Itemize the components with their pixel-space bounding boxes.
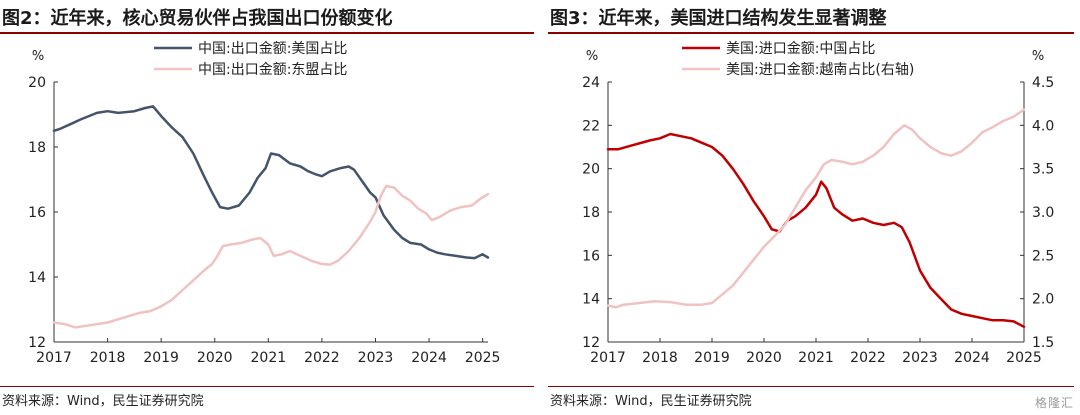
- y2-tick-label: 2.0: [1032, 292, 1054, 308]
- source-note: 资料来源：Wind，民生证券研究院: [2, 394, 204, 409]
- y-axis-unit-label: %: [586, 49, 598, 64]
- x-tick-label: 2023: [358, 350, 394, 366]
- x-tick-label: 2022: [304, 350, 340, 366]
- series-line-1: [606, 132, 1026, 329]
- source-divider: [0, 386, 534, 387]
- y-tick-label: 20: [582, 162, 600, 178]
- series-line-2: [52, 184, 490, 329]
- x-tick-label: 2019: [694, 350, 730, 366]
- y2-axis-unit-label: %: [1032, 49, 1044, 64]
- chart-panel-right: 图3：近年来，美国进口结构发生显著调整 %% 12 14 16 18 20 22 24 1.5 2…: [548, 0, 1080, 415]
- x-tick-label: 2023: [902, 350, 938, 366]
- y2-tick-label: 4.0: [1032, 118, 1054, 134]
- y-tick-label: 20: [28, 75, 46, 91]
- y-tick-label: 12: [28, 335, 46, 351]
- x-tick-label: 2025: [1006, 350, 1042, 366]
- y-tick-label: 14: [582, 292, 600, 308]
- y2-tick-label: 3.0: [1032, 205, 1054, 221]
- x-tick-label: 2021: [251, 350, 287, 366]
- x-tick-label: 2024: [411, 350, 447, 366]
- chart-title: 图2：近年来，核心贸易伙伴占我国出口份额变化: [2, 8, 393, 29]
- legend-label: 中国:出口金额:美国占比: [198, 41, 347, 57]
- chart-svg-right: % %121416182022241.52.02.53.03.54.04.5201…: [582, 41, 1054, 366]
- chart-title: 图3：近年来，美国进口结构发生显著调整: [550, 8, 887, 29]
- title-divider: [548, 32, 1074, 34]
- y-tick-label: 14: [28, 270, 46, 286]
- x-tick-label: 2022: [850, 350, 886, 366]
- legend-label: 美国:进口金额:中国占比: [726, 41, 875, 57]
- chart-svg-left: % 12 14 16 18 20 2017 2018 2019 2020 2021 2022 2023 2…: [28, 41, 501, 366]
- y2-tick-label: 4.5: [1032, 75, 1054, 91]
- x-tick-label: 2020: [746, 350, 782, 366]
- y2-tick-label: 1.5: [1032, 335, 1054, 351]
- legend-label: 中国:出口金额:东盟占比: [198, 62, 347, 78]
- chart-panel-left: 图2：近年来，核心贸易伙伴占我国出口份额变化 % 12 14 16 18 20 2017 20…: [0, 8, 534, 409]
- legend-label: 美国:进口金额:越南占比(右轴): [726, 62, 914, 78]
- x-tick-label: 2017: [590, 350, 626, 366]
- title-divider: [0, 32, 534, 34]
- y2-tick-label: 3.5: [1032, 162, 1054, 178]
- x-tick-label: 2025: [465, 350, 501, 366]
- x-tick-label: 2024: [954, 350, 990, 366]
- x-tick-label: 2017: [36, 350, 72, 366]
- y-tick-label: 18: [582, 205, 600, 221]
- x-tick-label: 2020: [197, 350, 233, 366]
- watermark-logo: 格隆汇: [1034, 396, 1074, 410]
- y-tick-label: 18: [28, 140, 46, 156]
- x-tick-label: 2018: [90, 350, 126, 366]
- source-note: 资料来源：Wind，民生证券研究院: [550, 394, 752, 409]
- x-tick-label: 2019: [143, 350, 179, 366]
- series-line-2: [606, 108, 1026, 309]
- y-tick-label: 12: [582, 335, 600, 351]
- y-tick-label: 24: [582, 75, 600, 91]
- y2-tick-label: 2.5: [1032, 248, 1054, 264]
- x-tick-label: 2018: [642, 350, 678, 366]
- y-tick-label: 16: [28, 205, 46, 221]
- x-tick-label: 2021: [798, 350, 834, 366]
- y-axis-unit-label: %: [32, 49, 44, 64]
- series-line-1: [52, 105, 490, 260]
- source-divider: [548, 386, 1074, 387]
- y-tick-label: 22: [582, 118, 600, 134]
- y-tick-label: 16: [582, 248, 600, 264]
